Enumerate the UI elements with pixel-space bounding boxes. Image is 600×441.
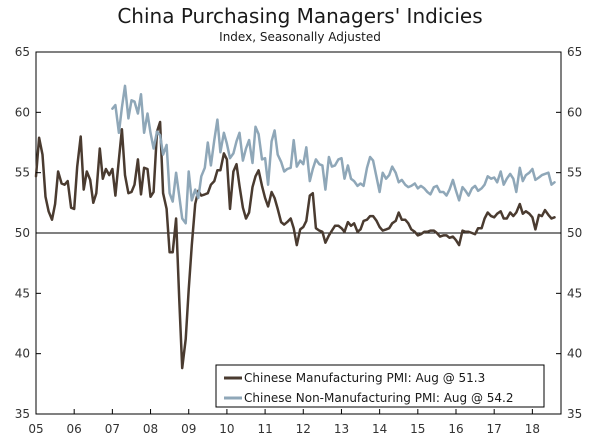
y-tick-label-left: 60 [15,105,30,119]
series-line-manufacturing [34,120,556,370]
x-tick-label: 09 [181,422,196,436]
x-tick-label: 08 [143,422,158,436]
x-tick-label: 18 [525,422,540,436]
y-tick-label-right: 35 [567,407,582,421]
x-tick-label: 16 [448,422,463,436]
legend-label-manufacturing: Chinese Manufacturing PMI: Aug @ 51.3 [244,371,485,385]
y-tick-label-left: 40 [15,347,30,361]
y-tick-label-right: 50 [567,226,582,240]
y-tick-label-left: 45 [15,286,30,300]
y-tick-label-right: 40 [567,347,582,361]
y-tick-label-left: 35 [15,407,30,421]
x-tick-label: 17 [487,422,502,436]
legend: Chinese Manufacturing PMI: Aug @ 51.3 Chi… [215,364,545,408]
y-tick-label-right: 55 [567,166,582,180]
x-tick-label: 10 [219,422,234,436]
x-tick-label: 15 [410,422,425,436]
chart-subtitle: Index, Seasonally Adjusted [219,30,381,44]
y-tick-label-right: 45 [567,286,582,300]
x-tick-label: 07 [105,422,120,436]
series-line-non-manufacturing [111,84,556,225]
legend-label-non-manufacturing: Chinese Non-Manufacturing PMI: Aug @ 54.… [244,391,513,405]
x-tick-label: 14 [372,422,387,436]
y-tick-label-right: 60 [567,105,582,119]
y-tick-label-left: 55 [15,166,30,180]
y-tick-label-left: 65 [15,45,30,59]
legend-box [215,364,545,408]
chart-title: China Purchasing Managers' Indicies [117,4,483,28]
x-tick-label: 13 [334,422,349,436]
x-tick-label: 11 [257,422,272,436]
y-tick-label-right: 65 [567,45,582,59]
x-tick-label: 12 [296,422,311,436]
x-tick-label: 05 [28,422,43,436]
x-tick-label: 06 [67,422,82,436]
y-tick-label-left: 50 [15,226,30,240]
